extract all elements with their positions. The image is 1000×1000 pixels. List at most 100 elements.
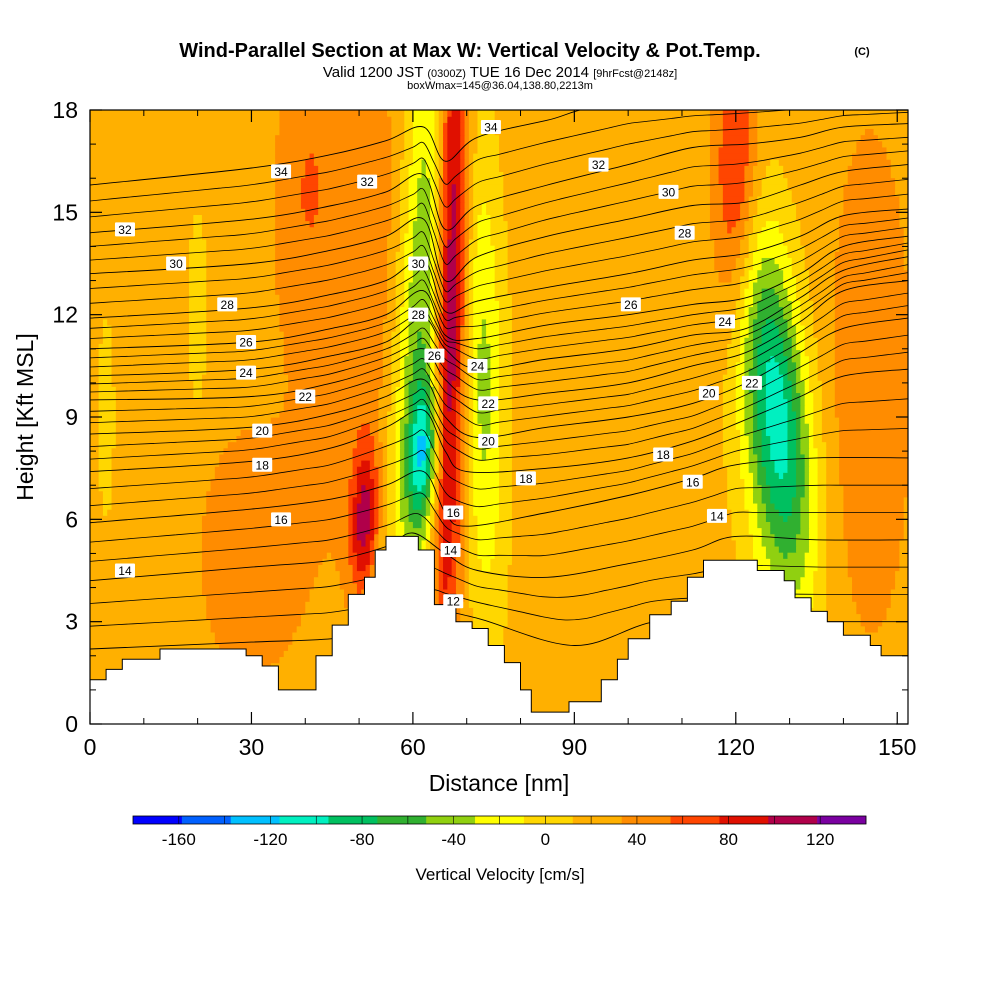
field-cell (834, 349, 908, 357)
field-cell (834, 361, 908, 369)
field-cell (507, 263, 715, 271)
field-cell (817, 502, 827, 510)
field-cell (468, 588, 509, 596)
field-cell (382, 515, 388, 522)
field-cell (473, 607, 509, 615)
field-cell (391, 374, 401, 381)
field-cell (791, 502, 801, 510)
field-cell (860, 619, 883, 627)
field-cell (507, 238, 715, 246)
field-cell (473, 484, 500, 492)
field-cell (800, 441, 810, 449)
field-cell (499, 349, 513, 357)
field-cell (443, 232, 448, 240)
field-cell (447, 165, 461, 172)
field-cell (804, 478, 810, 486)
field-cell (791, 404, 801, 412)
field-cell (356, 527, 371, 535)
field-cell (808, 380, 823, 387)
field-cell (206, 324, 281, 332)
field-cell (804, 417, 814, 424)
field-cell (490, 386, 500, 394)
field-cell (499, 417, 513, 424)
field-cell (326, 552, 332, 559)
field-cell (791, 195, 845, 203)
field-cell (714, 245, 741, 252)
field-cell (460, 374, 466, 381)
field-cell (98, 466, 113, 473)
field-cell (821, 392, 836, 400)
field-cell (443, 202, 448, 209)
field-cell (408, 496, 414, 504)
field-cell (102, 496, 113, 504)
field-cell (387, 263, 397, 271)
field-cell (753, 539, 763, 547)
field-cell (438, 392, 444, 400)
field-cell (783, 380, 793, 387)
field-cell (434, 361, 440, 369)
field-cell (765, 552, 784, 559)
field-cell (843, 502, 905, 510)
field-cell (451, 404, 457, 412)
field-cell (817, 490, 827, 498)
field-cell (507, 613, 750, 621)
svg-text:22: 22 (745, 376, 759, 390)
field-cell (834, 392, 908, 400)
field-cell (107, 318, 190, 326)
field-cell (404, 527, 427, 535)
field-cell (455, 275, 461, 283)
field-cell (800, 435, 810, 443)
field-cell (477, 539, 496, 547)
field-cell (757, 459, 763, 467)
field-cell (856, 140, 883, 148)
field-cell (348, 478, 358, 486)
field-cell (464, 128, 470, 136)
field-cell (744, 392, 754, 400)
field-cell (511, 410, 724, 418)
field-cell (189, 343, 207, 351)
field-cell (404, 466, 410, 473)
field-cell (494, 263, 509, 271)
field-cell (817, 459, 827, 467)
field-cell (826, 447, 840, 455)
field-cell (438, 478, 444, 486)
field-cell (391, 189, 401, 197)
field-cell (757, 361, 767, 369)
field-cell (709, 202, 724, 209)
field-cell (765, 318, 776, 326)
field-cell (90, 417, 100, 424)
field-cell (348, 533, 354, 541)
field-cell (808, 367, 819, 375)
field-cell (468, 570, 509, 578)
field-cell (473, 392, 479, 400)
field-cell (90, 404, 100, 412)
field-cell (438, 318, 444, 326)
field-cell (434, 392, 440, 400)
field-cell (778, 472, 784, 479)
field-cell (473, 417, 479, 424)
field-cell (352, 564, 358, 572)
field-cell (468, 576, 509, 584)
field-cell (731, 318, 741, 326)
field-cell (382, 496, 388, 504)
y-axis-label: Height [Kft MSL] (12, 333, 38, 500)
field-cell (412, 417, 418, 424)
field-cell (765, 478, 797, 486)
field-cell (735, 552, 754, 559)
colorbar-swatch (279, 816, 329, 824)
field-cell (477, 232, 491, 240)
field-cell (464, 324, 470, 332)
field-cell (378, 545, 388, 553)
field-cell (115, 417, 272, 424)
field-cell (434, 263, 440, 271)
field-cell (206, 269, 276, 277)
field-cell (748, 134, 758, 142)
field-cell (356, 509, 371, 516)
field-cell (748, 116, 758, 123)
field-cell (443, 110, 448, 117)
field-cell (796, 453, 806, 461)
field-cell (796, 588, 814, 596)
field-cell (473, 429, 483, 437)
field-cell (102, 337, 113, 344)
field-cell (369, 509, 375, 516)
